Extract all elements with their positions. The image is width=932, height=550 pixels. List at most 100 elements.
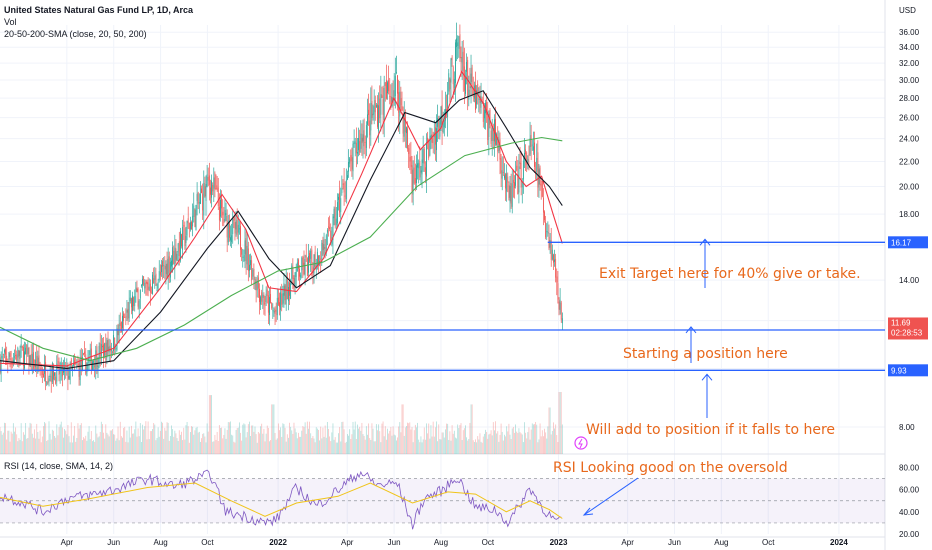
candle-body xyxy=(156,289,158,291)
candle-body xyxy=(57,361,59,363)
candle-body xyxy=(136,288,138,292)
volume-bar xyxy=(127,442,129,454)
sma-legend[interactable]: 20-50-200-SMA (close, 20, 50, 200) xyxy=(4,29,147,39)
candle-body xyxy=(332,216,334,240)
candle-body xyxy=(432,138,434,144)
volume-bar xyxy=(38,438,40,454)
rsi-legend[interactable]: RSI (14, close, SMA, 14, 2) xyxy=(4,461,114,471)
volume-bar xyxy=(361,422,363,454)
candle-body xyxy=(532,146,534,151)
rsi-annotation[interactable]: RSI Looking good on the oversold xyxy=(553,460,788,476)
start-position-annotation[interactable]: Starting a position here xyxy=(623,346,788,362)
candle-body xyxy=(188,222,190,230)
candle-body xyxy=(389,96,391,97)
candle-body xyxy=(193,205,195,217)
volume-bar xyxy=(467,440,469,454)
candle-body xyxy=(486,102,488,115)
candle-body xyxy=(286,279,288,300)
volume-bar xyxy=(322,427,324,454)
volume-bar xyxy=(339,427,341,454)
candle-body xyxy=(372,113,374,116)
volume-bar xyxy=(138,436,140,454)
volume-bar xyxy=(391,435,393,454)
candle-body xyxy=(276,297,278,316)
volume-bar xyxy=(344,442,346,454)
volume-legend[interactable]: Vol xyxy=(4,17,17,27)
candle-body xyxy=(371,100,373,118)
volume-bar xyxy=(530,429,532,454)
exit-target-annotation[interactable]: Exit Target here for 40% give or take. xyxy=(599,266,861,282)
candle-body xyxy=(541,181,543,197)
candle-body xyxy=(414,177,416,184)
volume-bar xyxy=(185,425,187,454)
volume-bar xyxy=(515,424,516,454)
annotations[interactable] xyxy=(574,238,713,516)
volume-bar xyxy=(242,424,244,454)
volume-bar xyxy=(334,437,336,454)
volume-bar xyxy=(194,430,196,454)
volume-bar xyxy=(385,439,387,454)
candle-body xyxy=(472,87,474,98)
candle-body xyxy=(226,215,228,238)
level-lines[interactable] xyxy=(0,241,885,371)
candle-body xyxy=(76,365,78,367)
volume-bar xyxy=(351,434,353,454)
candle-body xyxy=(192,215,194,227)
add-position-annotation[interactable]: Will add to position if it falls to here xyxy=(586,422,835,438)
candle-body xyxy=(511,183,513,207)
volume-bar xyxy=(243,423,245,454)
volume-bar xyxy=(67,425,69,454)
candle-body xyxy=(169,261,171,278)
candle-body xyxy=(224,210,226,221)
volume-bar xyxy=(468,438,470,454)
candle-body xyxy=(528,154,530,156)
candle-body xyxy=(340,198,342,213)
volume-bar xyxy=(316,428,318,454)
candle-body xyxy=(507,176,509,183)
volume-bar xyxy=(448,439,450,454)
price-tick-label: 14.00 xyxy=(899,276,920,285)
volume-bar xyxy=(154,424,156,454)
candle-body xyxy=(272,310,274,312)
sma-lines xyxy=(0,70,563,370)
candle-body xyxy=(187,218,189,224)
candle-body xyxy=(203,183,205,216)
volume-bar xyxy=(280,427,282,454)
volume-bar xyxy=(558,392,560,454)
volume-bar xyxy=(541,430,543,454)
candle-body xyxy=(181,234,182,247)
candle-body xyxy=(539,167,541,185)
volume-bar xyxy=(87,431,89,454)
candle-body xyxy=(537,152,539,188)
candle-body xyxy=(398,92,400,113)
volume-bar xyxy=(273,404,275,454)
volume-bar xyxy=(182,440,184,454)
candle-body xyxy=(492,128,494,141)
candle-body xyxy=(53,366,54,380)
volume-bar xyxy=(110,430,112,454)
candle-body xyxy=(20,343,22,348)
volume-bar xyxy=(298,432,299,454)
volume-bar xyxy=(496,433,498,454)
candle-body xyxy=(517,174,519,194)
candle-body xyxy=(421,159,423,175)
volume-bar xyxy=(99,432,101,454)
volume-bar xyxy=(234,442,236,454)
volume-bar xyxy=(323,436,325,454)
candle-body xyxy=(422,149,424,164)
candle-body xyxy=(526,152,528,165)
volume-bar xyxy=(171,425,172,454)
symbol-title[interactable]: United States Natural Gas Fund LP, 1D, A… xyxy=(4,5,194,15)
volume-bar xyxy=(418,439,420,454)
volume-bar xyxy=(294,428,296,454)
volume-bar xyxy=(222,438,224,454)
volume-bar xyxy=(129,437,131,454)
candle-body xyxy=(301,257,303,271)
candle-body xyxy=(253,268,255,281)
candle-body xyxy=(344,195,346,197)
volume-bar xyxy=(321,438,323,454)
candle-body xyxy=(300,274,302,278)
candle-body xyxy=(490,130,492,144)
volume-bar xyxy=(259,433,260,454)
